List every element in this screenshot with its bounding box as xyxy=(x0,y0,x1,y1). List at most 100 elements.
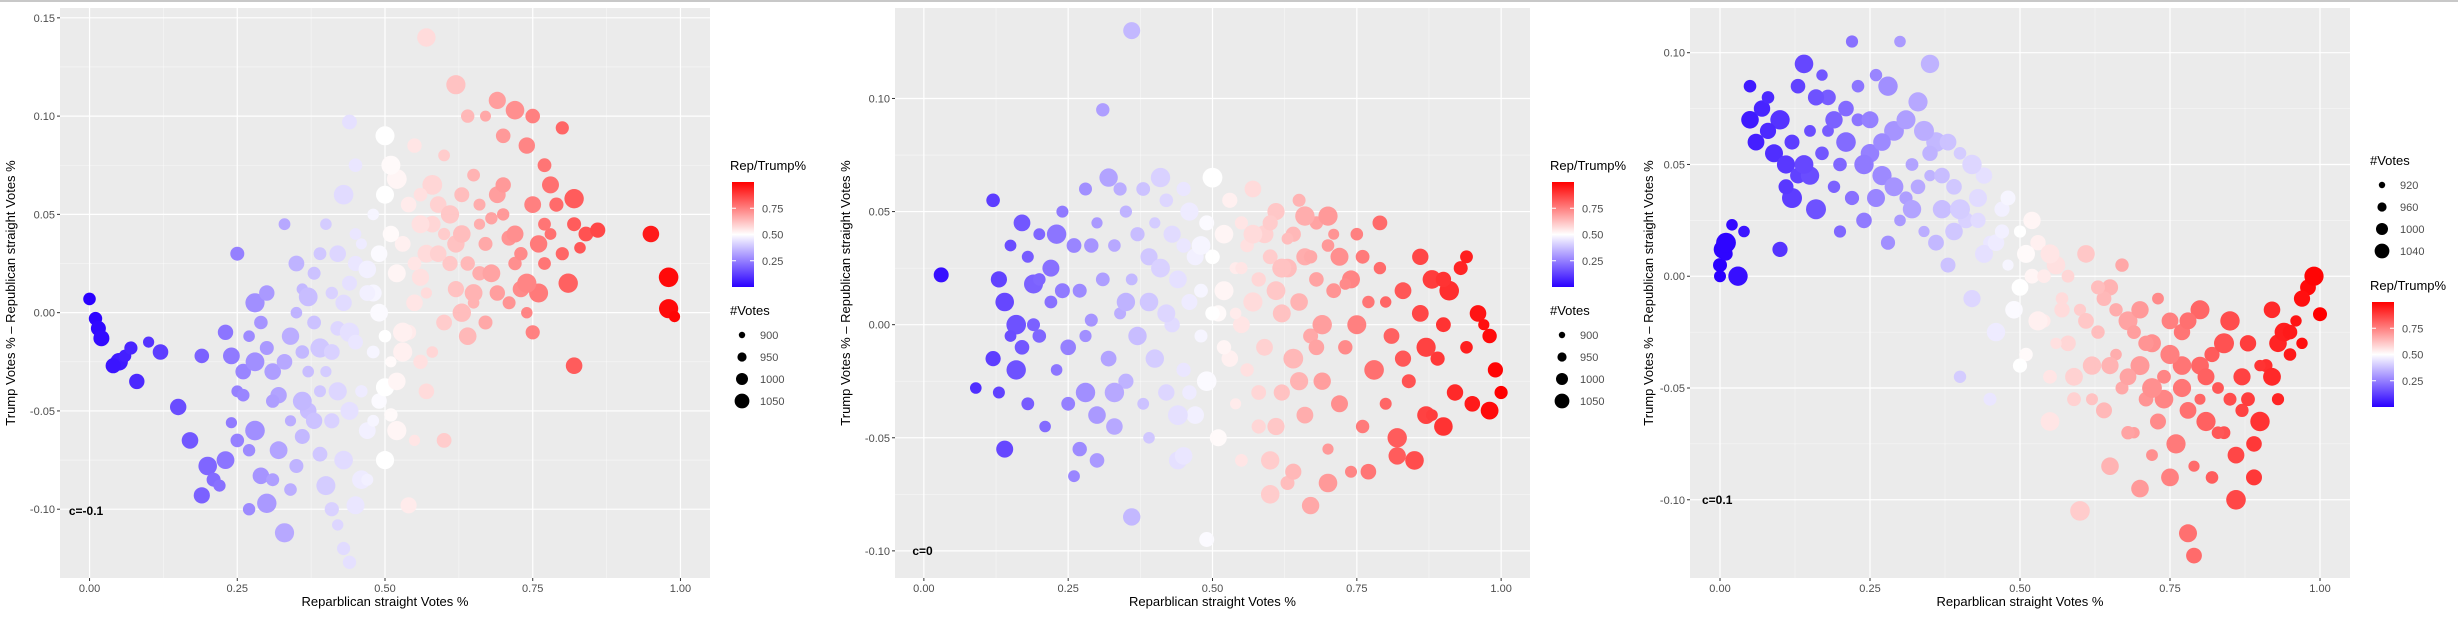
scatter-point xyxy=(1230,398,1242,410)
scatter-point xyxy=(334,450,353,470)
scatter-point xyxy=(312,446,328,462)
scatter-point xyxy=(2161,312,2179,330)
scatter-point xyxy=(1794,155,1814,174)
scatter-point xyxy=(264,363,282,380)
scatter-point xyxy=(1856,212,1872,229)
scatter-point xyxy=(2060,335,2076,352)
scatter-point xyxy=(995,292,1014,312)
scatter-point xyxy=(1256,338,1273,356)
scatter-point xyxy=(2197,368,2215,386)
scatter-point xyxy=(1089,453,1105,468)
scatter-point xyxy=(1713,258,1727,273)
scatter-point xyxy=(407,256,422,271)
scatter-point xyxy=(348,158,363,172)
scatter-point xyxy=(2179,402,2197,419)
scatter-point xyxy=(2188,460,2200,472)
scatter-point xyxy=(1360,463,1377,480)
scatter-point xyxy=(1478,319,1490,331)
scatter-point xyxy=(1807,89,1825,106)
size-legend-label: 950 xyxy=(760,352,778,364)
scatter-point xyxy=(497,208,510,221)
scatter-point xyxy=(518,137,535,154)
scatter-point xyxy=(2061,269,2075,283)
size-legend-label: 1050 xyxy=(1580,396,1604,408)
scatter-point xyxy=(1091,217,1103,229)
scatter-point xyxy=(1199,215,1215,231)
scatter-point xyxy=(2065,367,2083,386)
scatter-point xyxy=(1953,370,1967,383)
scatter-point xyxy=(2304,266,2324,286)
scatter-point xyxy=(1987,234,2005,251)
scatter-point xyxy=(1235,262,1248,275)
scatter-point xyxy=(1851,113,1865,127)
size-legend-label: 900 xyxy=(1580,330,1598,342)
y-tick-label: -0.10 xyxy=(865,546,890,558)
scatter-point xyxy=(514,247,528,261)
scatter-point xyxy=(2211,426,2225,440)
scatter-point xyxy=(1163,225,1181,243)
scatter-point xyxy=(1251,385,1267,400)
scatter-point xyxy=(252,467,270,485)
y-axis-title: Trump Votes % – Republican straight Vote… xyxy=(838,160,853,426)
scatter-point xyxy=(1838,100,1854,117)
scatter-point xyxy=(544,228,557,240)
scatter-point xyxy=(1118,373,1134,389)
scatter-point xyxy=(2241,392,2255,407)
scatter-point xyxy=(1845,35,1859,48)
scatter-point xyxy=(1411,305,1429,322)
scatter-point xyxy=(378,329,392,343)
y-tick-label: 0.00 xyxy=(869,320,890,332)
scatter-point xyxy=(2283,348,2297,361)
scatter-point xyxy=(1139,292,1159,312)
scatter-point xyxy=(1072,283,1087,298)
scatter-point xyxy=(549,197,564,212)
scatter-point xyxy=(329,245,347,262)
x-tick-label: 0.50 xyxy=(2009,583,2030,595)
scatter-point xyxy=(1430,351,1445,366)
y-tick-label: 0.15 xyxy=(34,13,55,25)
scatter-point xyxy=(473,218,486,230)
scatter-point xyxy=(292,391,312,411)
scatter-point xyxy=(1422,270,1442,289)
scatter-point xyxy=(1778,179,1794,195)
scatter-point xyxy=(1168,405,1188,425)
scatter-point xyxy=(1884,177,1904,197)
scatter-point xyxy=(266,473,280,487)
scatter-point xyxy=(502,296,516,310)
size-legend-title: #Votes xyxy=(1550,303,1590,318)
scatter-point xyxy=(2239,335,2257,352)
scatter-point xyxy=(1235,454,1248,467)
scatter-point xyxy=(129,373,145,390)
y-tick-label: 0.00 xyxy=(34,308,55,320)
scatter-point xyxy=(447,281,464,298)
scatter-point xyxy=(387,421,407,441)
scatter-point xyxy=(1770,110,1790,130)
scatter-point xyxy=(2146,449,2158,461)
scatter-point xyxy=(1380,296,1392,308)
scatter-point xyxy=(1157,304,1176,323)
scatter-point xyxy=(2024,268,2040,284)
x-tick-label: 0.25 xyxy=(1859,583,1880,595)
scatter-point xyxy=(1806,199,1826,220)
scatter-point xyxy=(1033,228,1046,241)
x-tick-label: 0.00 xyxy=(913,583,934,595)
x-tick-label: 0.75 xyxy=(522,583,543,595)
scatter-point xyxy=(642,225,660,243)
scatter-point xyxy=(259,341,274,355)
scatter-point xyxy=(2161,468,2179,487)
x-tick-label: 0.00 xyxy=(1709,583,1730,595)
scatter-point xyxy=(436,314,452,331)
scatter-point xyxy=(298,287,318,307)
color-legend-bar xyxy=(732,182,754,287)
scatter-point xyxy=(1128,326,1147,346)
scatter-point xyxy=(538,217,551,231)
scatter-point xyxy=(295,345,310,359)
scatter-point xyxy=(454,187,470,203)
color-legend-label: 0.50 xyxy=(762,230,783,242)
scatter-point xyxy=(170,398,187,416)
scatter-point xyxy=(1202,167,1223,188)
scatter-point xyxy=(2212,382,2224,394)
y-tick-label: 0.05 xyxy=(34,209,55,221)
scatter-point xyxy=(1326,283,1342,299)
scatter-point xyxy=(578,226,594,242)
